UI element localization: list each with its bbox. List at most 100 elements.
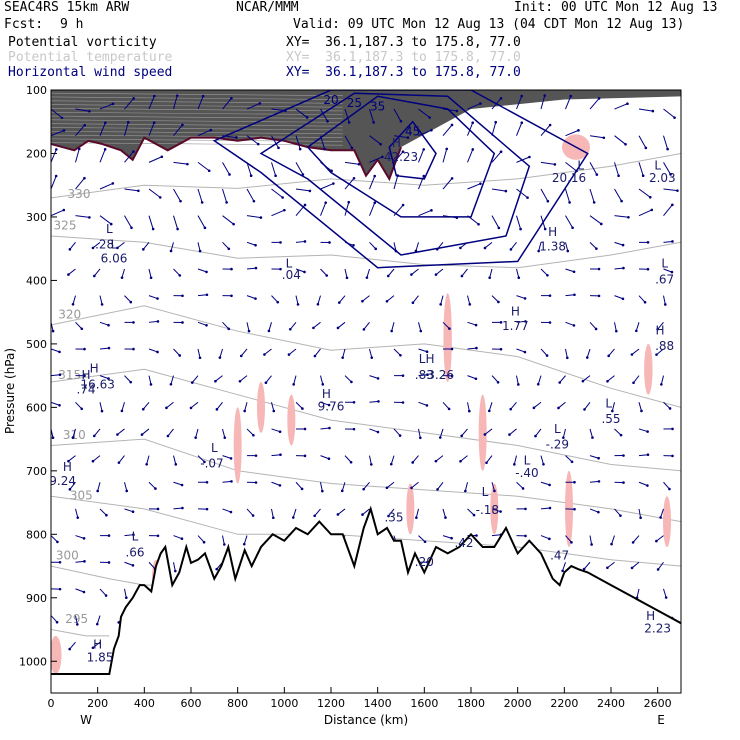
wind-vector-head	[499, 347, 503, 351]
wind-vector-head	[471, 148, 475, 151]
y-tick-label: 200	[26, 147, 47, 160]
wind-vector-head	[340, 489, 344, 493]
wind-vector-head	[252, 433, 255, 437]
wind-vector	[197, 242, 201, 252]
wind-vector	[222, 508, 232, 513]
extremum-label: L	[661, 257, 668, 271]
wind-vector-head	[283, 208, 286, 212]
wind-vector-head	[401, 150, 405, 153]
wind-vector-head	[464, 489, 467, 493]
wind-vector	[197, 215, 206, 229]
wind-vector	[271, 188, 283, 198]
wind-vector-head	[361, 299, 364, 303]
pv-positive-patch	[51, 635, 62, 674]
wind-vector-head	[548, 294, 552, 297]
wind-vector	[558, 401, 566, 409]
pv-isentrope-line	[51, 138, 343, 142]
x-tick-label: 2200	[550, 697, 578, 710]
wind-vector	[369, 135, 381, 145]
wind-vector-head	[288, 327, 292, 331]
wind-vector-head	[165, 406, 168, 410]
wind-vector-head	[475, 346, 478, 350]
wind-vector	[386, 481, 395, 489]
wind-vector	[289, 321, 297, 330]
extremum-label: .55	[601, 412, 620, 426]
wind-vector-head	[301, 407, 304, 410]
wind-vector	[589, 535, 593, 545]
wind-vector	[342, 348, 346, 358]
wind-vector-head	[592, 201, 596, 204]
wind-vector-head	[668, 487, 671, 491]
wind-vector-head	[575, 169, 578, 173]
y-tick-label: 900	[26, 592, 47, 605]
wind-vector-head	[200, 201, 204, 204]
wind-vector-head	[68, 647, 71, 651]
wind-vector	[75, 177, 85, 190]
wind-vector	[271, 295, 279, 303]
wind-vector	[173, 507, 183, 510]
wind-vector	[386, 295, 395, 302]
wind-vector-head	[116, 246, 119, 250]
wind-vector	[197, 161, 210, 172]
wind-vector	[565, 215, 574, 229]
wind-vector	[461, 428, 468, 437]
wind-vector	[663, 588, 667, 598]
wind-vector-head	[337, 301, 341, 304]
wind-vector-head	[545, 354, 549, 357]
wind-vector-head	[509, 248, 513, 251]
wind-vector-head	[419, 436, 422, 440]
wind-vector	[636, 588, 640, 598]
wind-vector-head	[419, 329, 423, 333]
extremum-label: 20.16	[552, 171, 586, 185]
field-xy-wind: XY= 36.1,187.3 to 175.8, 77.0	[286, 65, 521, 80]
wind-vector-head	[646, 484, 649, 487]
pv-isentrope-line	[51, 130, 343, 135]
wind-vector-head	[483, 433, 487, 436]
wind-vector	[75, 535, 85, 539]
wind-vector	[295, 240, 306, 243]
wind-speed-contour	[259, 92, 531, 256]
wind-vector-head	[524, 534, 527, 538]
wind-vector-head	[394, 249, 398, 253]
wind-vector-head	[352, 427, 356, 431]
wind-vector	[271, 481, 281, 486]
wind-vector	[96, 615, 101, 625]
wind-vector-head	[615, 329, 618, 333]
wind-vector	[295, 188, 310, 192]
wind-vector-head	[573, 480, 576, 484]
wind-vector-head	[202, 540, 206, 544]
y-tick-label: 500	[26, 338, 47, 351]
wind-vector-head	[43, 487, 46, 490]
wind-vector	[387, 268, 395, 277]
wind-vector	[51, 455, 52, 457]
wind-vector-head	[179, 199, 182, 203]
wind-vector-head	[361, 513, 364, 516]
wind-vector-head	[47, 516, 50, 519]
wind-vector-head	[194, 436, 197, 439]
wind-vector	[219, 348, 223, 358]
wind-vector	[565, 535, 572, 543]
wind-vector-head	[537, 249, 540, 253]
wind-vector	[99, 508, 107, 516]
wind-vector	[656, 535, 664, 542]
wind-vector	[246, 267, 257, 270]
wind-vector-head	[313, 514, 316, 518]
wind-vector-head	[76, 623, 79, 626]
wind-vector-head	[336, 513, 340, 516]
wind-vector-head	[430, 128, 433, 132]
pv-positive-patch	[478, 394, 487, 471]
wind-vector-head	[214, 379, 217, 383]
pv-isentrope-line	[51, 96, 343, 100]
wind-vector	[638, 108, 653, 112]
east-end-label: E	[657, 713, 665, 727]
extremum-label: -.18	[476, 503, 499, 517]
wind-vector-head	[543, 227, 547, 231]
wind-vector-head	[566, 249, 570, 253]
wind-vector-head	[305, 116, 309, 119]
wind-vector	[320, 135, 326, 150]
wind-vector	[197, 268, 207, 273]
wind-vector	[124, 215, 132, 229]
wind-vector-head	[116, 433, 119, 436]
wind-vector	[148, 122, 155, 136]
wind-vector-head	[254, 454, 258, 457]
